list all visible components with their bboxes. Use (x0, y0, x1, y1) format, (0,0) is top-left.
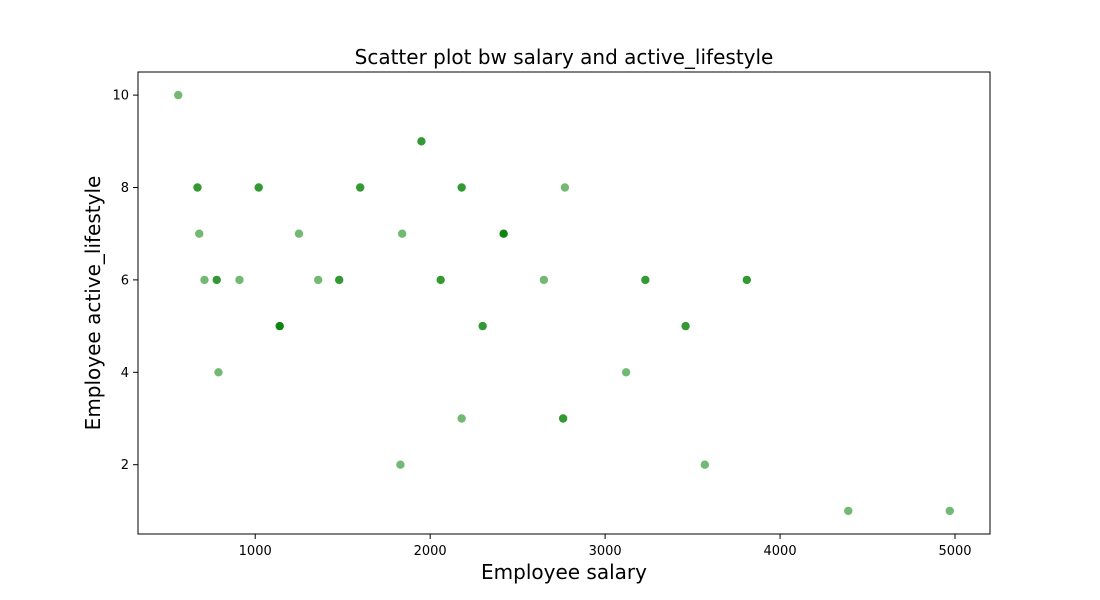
data-point (681, 321, 690, 331)
y-axis-ticks: 2 4 6 8 10 (112, 89, 138, 473)
x-tick-label: 1000 (239, 544, 272, 559)
x-axis-ticks: 1000 2000 3000 4000 5000 (239, 534, 972, 559)
data-point (313, 275, 323, 285)
data-point (417, 137, 426, 146)
data-point (174, 90, 183, 100)
points-layer (174, 90, 954, 516)
x-tick-label: 3000 (589, 544, 622, 559)
data-point (742, 275, 752, 285)
data-point (294, 229, 304, 238)
data-point (275, 321, 284, 331)
data-point (254, 183, 263, 192)
data-point (945, 506, 954, 516)
data-point (212, 275, 221, 285)
data-point (396, 460, 405, 469)
data-point (235, 275, 244, 285)
y-tick-label: 2 (121, 458, 129, 473)
data-point (457, 183, 466, 192)
data-point (621, 368, 631, 377)
y-tick-label: 6 (121, 273, 129, 288)
data-point (499, 229, 508, 238)
data-point (700, 460, 710, 469)
data-point (214, 368, 223, 377)
x-axis-label: Employee salary (481, 560, 647, 584)
data-point (193, 183, 202, 192)
y-tick-label: 4 (121, 366, 129, 381)
data-point (200, 275, 209, 285)
data-point (457, 414, 466, 423)
data-point (397, 229, 407, 238)
x-tick-label: 4000 (764, 544, 797, 559)
data-point (539, 275, 549, 285)
data-point (641, 275, 650, 285)
plot-area-frame (137, 71, 991, 535)
x-tick-label: 2000 (414, 544, 447, 559)
y-tick-label: 8 (121, 181, 129, 196)
data-point (844, 506, 853, 516)
data-point (195, 229, 204, 238)
data-point (558, 414, 568, 423)
data-point (478, 321, 487, 331)
x-tick-label: 5000 (938, 544, 971, 559)
data-point (334, 275, 344, 285)
data-point (355, 183, 365, 192)
y-axis-label: Employee active_lifestyle (81, 176, 105, 431)
chart-title: Scatter plot bw salary and active_lifest… (355, 45, 774, 69)
y-tick-label: 10 (112, 89, 129, 104)
data-point (436, 275, 445, 285)
data-point (560, 183, 570, 192)
